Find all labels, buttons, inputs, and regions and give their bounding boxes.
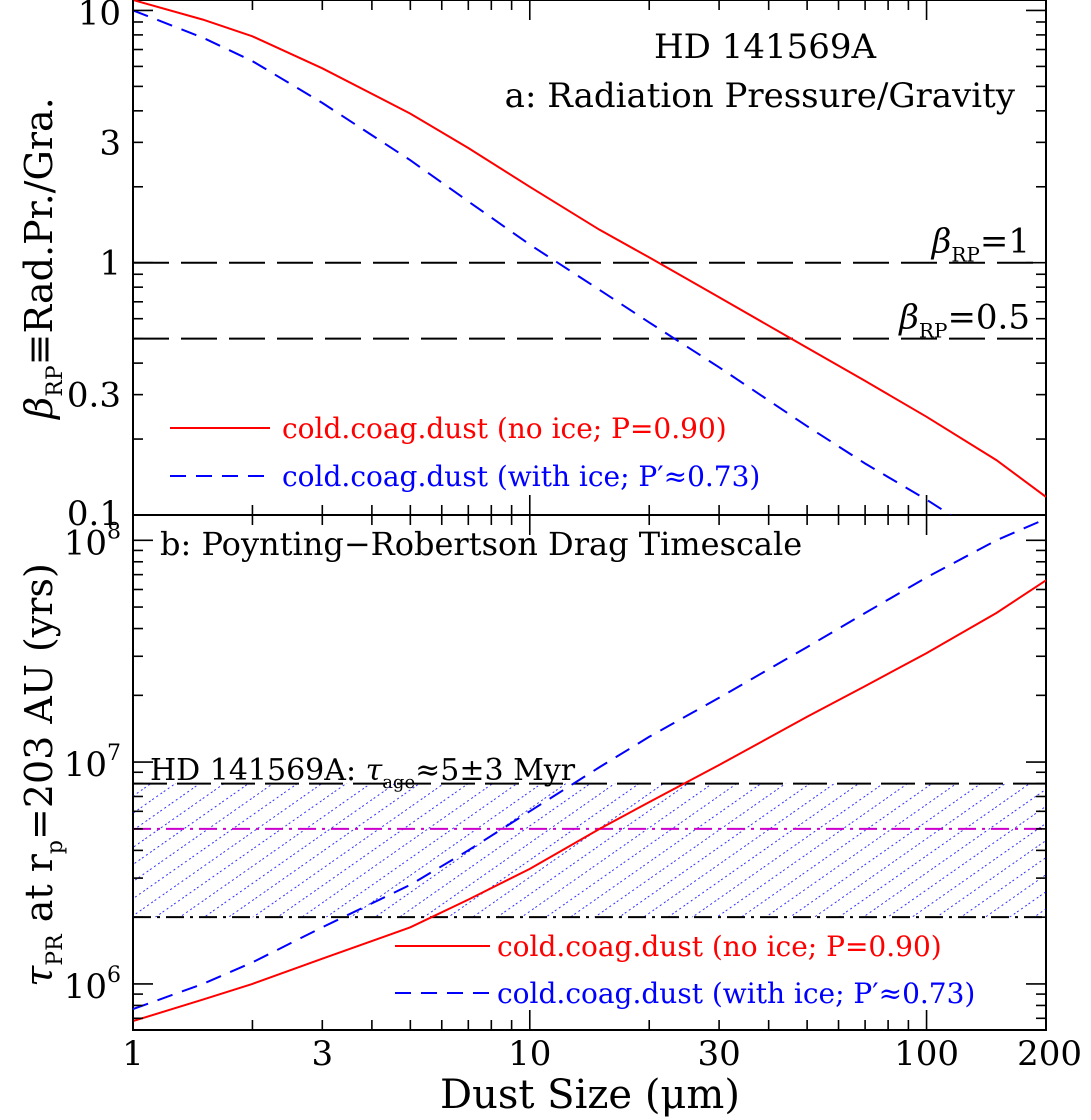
x-tick-label: 3 — [311, 1034, 333, 1074]
y-tick-label: 0.3 — [67, 376, 121, 416]
y-tick-label: 1 — [99, 244, 121, 284]
x-tick-label: 30 — [697, 1034, 740, 1074]
y-tick-label: 106 — [64, 963, 121, 1007]
y-tick-label: 3 — [99, 123, 121, 163]
x-tick-label: 1 — [122, 1034, 144, 1074]
x-tick-label: 100 — [894, 1034, 959, 1074]
panel-b-ylabel: τPR at rp=203 AU (yrs) — [17, 563, 68, 987]
panel-a-title-line2: a: Radiation Pressure/Gravity — [505, 76, 1016, 116]
x-axis-label: Dust Size (μm) — [440, 1072, 740, 1118]
legend-label: cold.coag.dust (with ice; P′≈0.73) — [282, 460, 760, 493]
y-tick-label: 0.1 — [67, 494, 121, 534]
y-tick-label: 108 — [64, 519, 121, 563]
x-tick-label: 200 — [1017, 1034, 1082, 1074]
beta-reference-label: βRP=0.5 — [897, 298, 1030, 343]
series-line — [133, 579, 1046, 1023]
age-band-label: HD 141569A: τage≈5±3 Myr — [150, 753, 576, 793]
series-line — [133, 517, 1046, 1011]
series-line — [133, 0, 1046, 498]
panel-a-title-line1: HD 141569A — [654, 27, 877, 67]
y-tick-label: 10 — [78, 0, 121, 33]
panel-a-ylabel: βRP≡Rad.Pr./Gra. — [17, 97, 68, 420]
age-band-hatch — [133, 783, 1046, 918]
beta-reference-label: βRP=1 — [930, 222, 1030, 267]
legend-label: cold.coag.dust (with ice; P′≈0.73) — [497, 977, 975, 1010]
panel-b-title: b: Poynting−Robertson Drag Timescale — [160, 525, 802, 563]
y-tick-label: 107 — [64, 741, 121, 785]
legend-label: cold.coag.dust (no ice; P=0.90) — [282, 412, 727, 445]
series-line — [133, 9, 952, 515]
legend-label: cold.coag.dust (no ice; P=0.90) — [497, 930, 942, 963]
x-tick-label: 10 — [508, 1034, 551, 1074]
